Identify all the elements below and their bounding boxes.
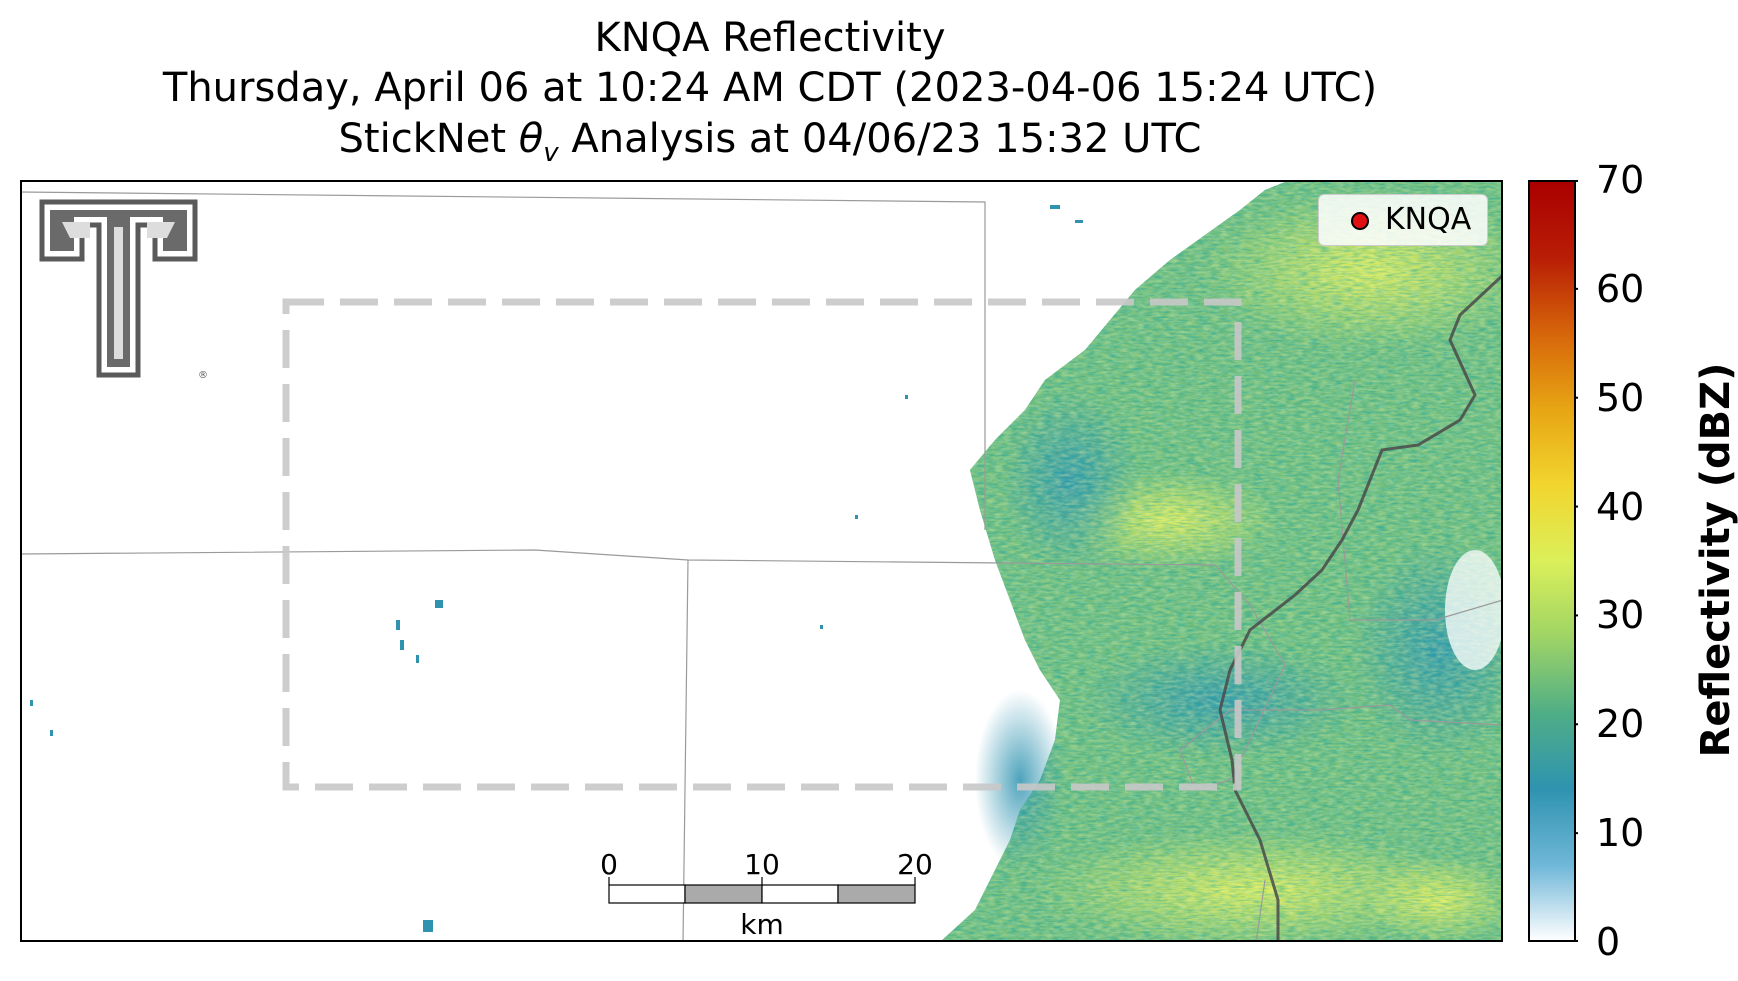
scale-bar-graphic (608, 877, 916, 904)
plot-title: KNQA Reflectivity (594, 15, 946, 61)
radar-site-marker (1351, 212, 1369, 230)
colorbar-tick-label: 70 (1596, 158, 1645, 202)
colorbar-tick-label: 0 (1596, 920, 1621, 964)
reflectivity-field (30, 180, 1503, 942)
radar-map[interactable]: ® (20, 180, 1503, 942)
map-frame (20, 180, 1503, 942)
county-boundaries (20, 191, 1503, 942)
plot-subtitle-time: Thursday, April 06 at 10:24 AM CDT (2023… (162, 65, 1378, 111)
scale-tick-0: 0 (600, 848, 618, 881)
colorbar-tick-label: 20 (1596, 702, 1645, 747)
colorbar-tick-label: 60 (1596, 266, 1645, 311)
colorbar-label: Reflectivity (dBZ) (1693, 362, 1738, 758)
analysis-domain-box (282, 298, 1242, 791)
analysis-suffix: Analysis at 04/06/23 15:32 UTC (558, 116, 1202, 162)
colorbar-tick-label: 30 (1596, 593, 1645, 638)
analysis-prefix: StickNet (338, 116, 519, 162)
map-legend: KNQA (1318, 194, 1488, 246)
scale-unit: km (740, 908, 784, 941)
registered-mark: ® (198, 370, 208, 381)
theta-symbol: θ (518, 116, 544, 162)
colorbar (1528, 180, 1578, 942)
map-layers (20, 180, 1503, 942)
texas-tech-logo: ® (39, 199, 208, 381)
scale-tick-20: 20 (897, 848, 933, 881)
scale-tick-10: 10 (744, 848, 780, 881)
plot-subtitle-analysis: StickNet θv Analysis at 04/06/23 15:32 U… (20, 115, 1520, 177)
colorbar-tick-label: 40 (1596, 484, 1645, 529)
legend-label: KNQA (1385, 202, 1472, 237)
colorbar-tick-label: 50 (1596, 375, 1645, 420)
theta-subscript: v (543, 138, 559, 168)
sparse-echoes (30, 205, 1083, 932)
colorbar-tick-label: 10 (1596, 811, 1645, 856)
